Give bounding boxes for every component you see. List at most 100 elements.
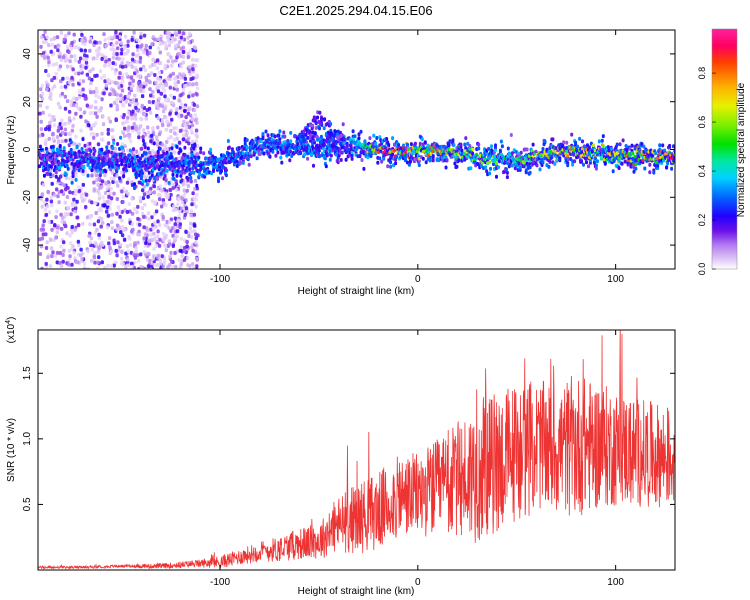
heatmap-cell bbox=[386, 164, 390, 169]
heatmap-cell bbox=[142, 142, 146, 147]
heatmap-cell bbox=[264, 129, 268, 134]
heatmap-noise-cell bbox=[119, 170, 124, 175]
heatmap-noise-cell bbox=[111, 61, 115, 66]
colorbar-label: Normalized spectral amplitude bbox=[736, 82, 747, 217]
heatmap-ridge-cell bbox=[566, 154, 570, 158]
snr-x-tick-label: 0 bbox=[415, 577, 421, 588]
heatmap-noise-cell bbox=[171, 182, 176, 187]
heatmap-noise-cell bbox=[120, 233, 125, 238]
heatmap-cell bbox=[408, 159, 412, 164]
heatmap-noise-cell bbox=[155, 234, 160, 239]
heatmap-noise-cell bbox=[127, 236, 132, 241]
heatmap-cell bbox=[289, 139, 293, 144]
heatmap-cell bbox=[452, 143, 456, 147]
heatmap-noise-cell bbox=[85, 215, 90, 220]
heatmap-cell bbox=[58, 144, 62, 148]
heatmap-noise-cell bbox=[105, 200, 110, 204]
snr-y-tick-label: 1.5 bbox=[22, 366, 33, 380]
heatmap-cell bbox=[545, 147, 549, 152]
heatmap-cell bbox=[328, 157, 332, 162]
heatmap-cell bbox=[260, 147, 264, 152]
heatmap-noise-cell bbox=[51, 136, 56, 141]
heatmap-cell bbox=[656, 163, 660, 168]
heatmap-cell bbox=[603, 161, 607, 166]
heatmap-noise-cell bbox=[134, 249, 138, 254]
heatmap-noise-cell bbox=[40, 266, 44, 269]
heatmap-cell bbox=[74, 166, 78, 171]
heatmap-cell bbox=[360, 158, 364, 162]
heatmap-noise-cell bbox=[185, 240, 189, 244]
heatmap-noise-cell bbox=[53, 123, 57, 128]
heatmap-noise-cell bbox=[192, 108, 197, 113]
heatmap-cell bbox=[505, 175, 509, 180]
heatmap-noise-cell bbox=[45, 105, 49, 110]
heatmap-noise-cell bbox=[77, 89, 82, 94]
heatmap-noise-cell bbox=[103, 191, 108, 195]
heatmap-cell bbox=[344, 157, 348, 162]
heatmap-noise-cell bbox=[135, 253, 140, 258]
heatmap-noise-cell bbox=[65, 231, 69, 236]
heatmap-noise-cell bbox=[103, 173, 107, 178]
heatmap-noise-cell bbox=[110, 220, 114, 225]
heatmap-noise-cell bbox=[105, 225, 110, 230]
heatmap-noise-cell bbox=[131, 109, 135, 114]
heatmap-noise-cell bbox=[91, 67, 95, 72]
heatmap-noise-cell bbox=[84, 60, 89, 65]
heatmap-noise-cell bbox=[108, 245, 112, 250]
heatmap-cell bbox=[220, 156, 223, 161]
heatmap-noise-cell bbox=[81, 87, 85, 92]
heatmap-noise-cell bbox=[84, 192, 89, 197]
heatmap-noise-cell bbox=[42, 219, 46, 224]
heatmap-noise-cell bbox=[69, 46, 74, 51]
heatmap-noise-cell bbox=[40, 236, 45, 241]
heatmap-noise-cell bbox=[193, 113, 197, 118]
heatmap-noise-cell bbox=[184, 206, 189, 211]
heatmap-cell bbox=[459, 142, 463, 147]
heatmap-noise-cell bbox=[166, 123, 171, 128]
heatmap-noise-cell bbox=[155, 135, 159, 140]
heatmap-noise-cell bbox=[82, 110, 87, 115]
heatmap-noise-cell bbox=[44, 246, 49, 250]
heatmap-noise-cell bbox=[167, 43, 172, 48]
heatmap-noise-cell bbox=[137, 258, 141, 263]
heatmap-noise-cell bbox=[155, 142, 160, 147]
heatmap-noise-cell bbox=[116, 205, 120, 210]
heatmap-cell bbox=[376, 160, 380, 165]
heatmap-noise-cell bbox=[145, 228, 150, 233]
heatmap-noise-cell bbox=[164, 248, 168, 253]
heatmap-noise-cell bbox=[108, 191, 112, 196]
heatmap-cell bbox=[279, 155, 283, 160]
heatmap-cell bbox=[447, 143, 451, 148]
heatmap-noise-cell bbox=[187, 69, 192, 74]
heatmap-noise-cell bbox=[44, 127, 48, 132]
heatmap-noise-cell bbox=[192, 102, 197, 107]
heatmap-cell bbox=[314, 126, 318, 130]
heatmap-cell bbox=[582, 162, 585, 167]
heatmap-cell bbox=[637, 154, 641, 159]
heatmap-noise-cell bbox=[133, 93, 137, 98]
heatmap-cell bbox=[632, 169, 636, 174]
heatmap-noise-cell bbox=[168, 111, 172, 116]
heatmap-cell bbox=[318, 126, 321, 131]
heatmap-noise-cell bbox=[179, 75, 183, 80]
heatmap-noise-cell bbox=[141, 89, 146, 93]
heatmap-noise-cell bbox=[152, 246, 156, 251]
heatmap-cell bbox=[378, 135, 382, 140]
heatmap-noise-cell bbox=[152, 231, 156, 236]
heatmap-noise-cell bbox=[126, 48, 130, 53]
heatmap-cell bbox=[311, 136, 315, 141]
heatmap-noise-cell bbox=[154, 243, 158, 248]
heatmap-noise-cell bbox=[95, 56, 99, 61]
heatmap-noise-cell bbox=[153, 62, 157, 67]
heatmap-cell bbox=[495, 174, 498, 179]
heatmap-noise-cell bbox=[110, 80, 114, 84]
heatmap-noise-cell bbox=[156, 116, 160, 121]
heatmap-cell bbox=[232, 162, 236, 167]
heatmap-noise-cell bbox=[45, 240, 49, 245]
heatmap-noise-cell bbox=[88, 215, 92, 220]
heatmap-cell bbox=[630, 143, 634, 148]
heatmap-noise-cell bbox=[92, 255, 97, 260]
heatmap-noise-cell bbox=[109, 47, 113, 52]
heatmap-cell bbox=[319, 134, 323, 139]
heatmap-noise-cell bbox=[155, 104, 160, 109]
